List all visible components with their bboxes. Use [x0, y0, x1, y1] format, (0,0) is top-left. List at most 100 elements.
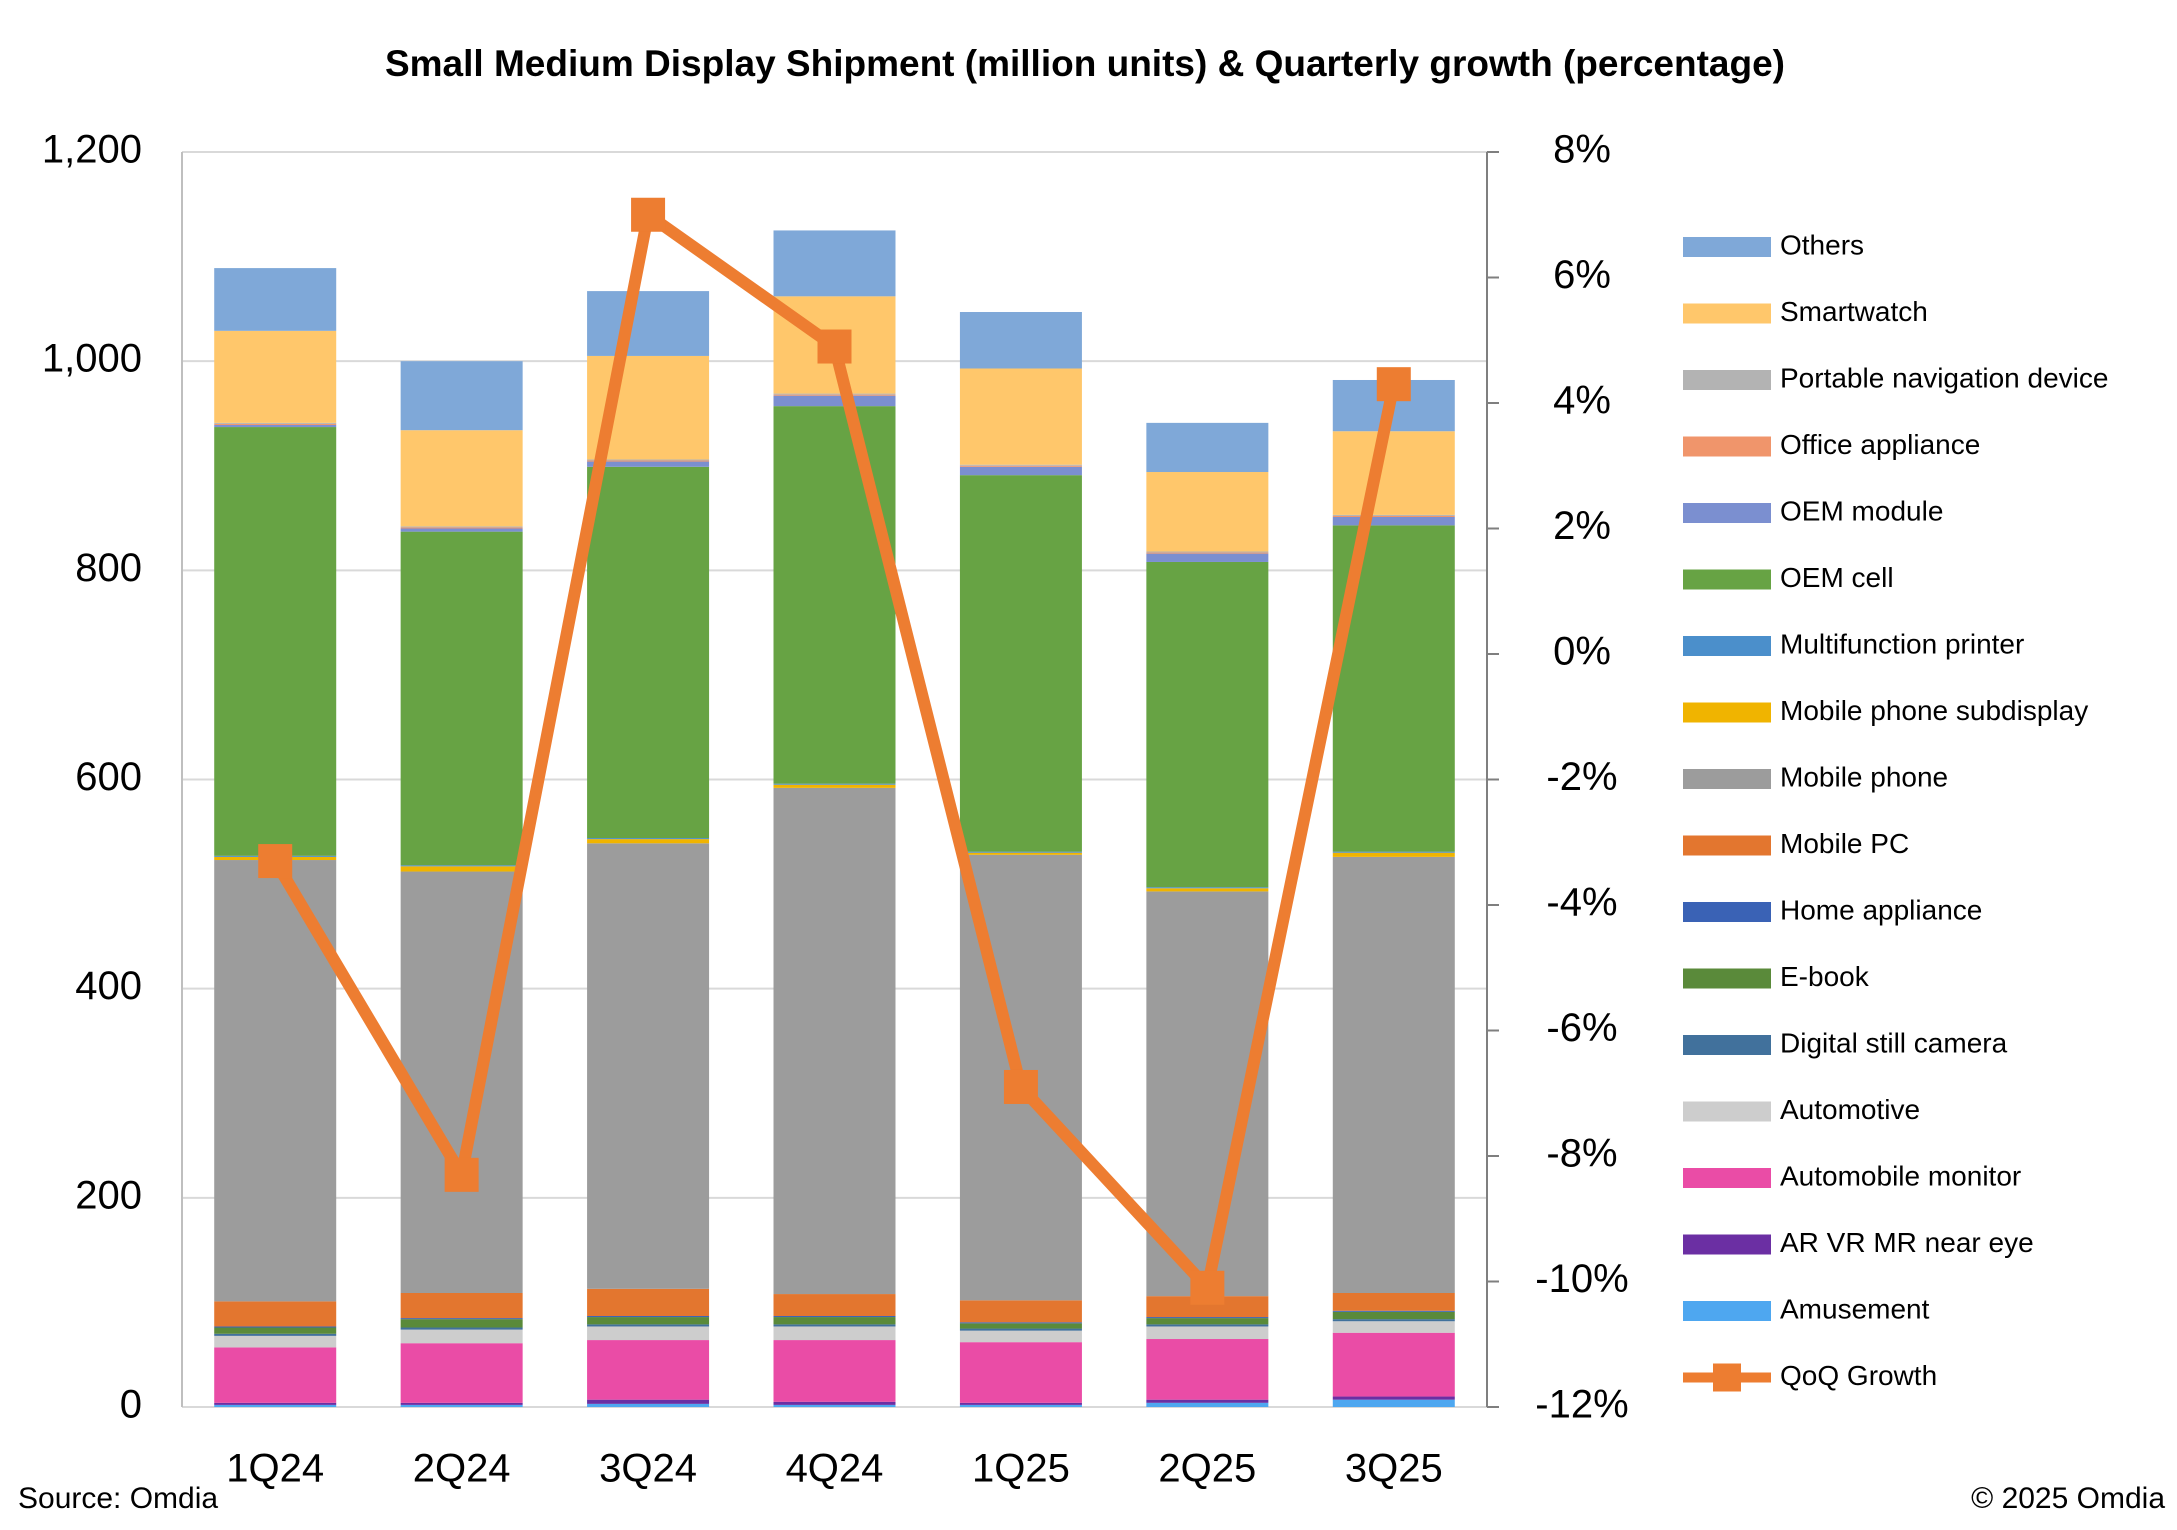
- bar-segment: [1332, 1319, 1455, 1322]
- legend-label: Amusement: [1780, 1293, 1930, 1324]
- y-tick-label: 200: [75, 1173, 142, 1217]
- x-tick-label: 3Q25: [1345, 1447, 1443, 1491]
- bar-segment: [773, 1326, 896, 1341]
- y2-tick-label: 0%: [1553, 630, 1611, 674]
- bar-segment: [773, 1317, 896, 1325]
- legend-label: Automotive: [1780, 1094, 1920, 1125]
- x-tick-label: 2Q24: [413, 1447, 511, 1491]
- y-tick-label: 400: [75, 964, 142, 1008]
- bar-segment: [1146, 552, 1269, 554]
- x-tick-label: 1Q25: [972, 1447, 1070, 1491]
- source: Source: Omdia: [18, 1482, 218, 1515]
- bar-segment: [400, 531, 523, 866]
- chart-title: Small Medium Display Shipment (million u…: [385, 43, 1785, 84]
- legend-label: QoQ Growth: [1780, 1360, 1937, 1391]
- bar-segment: [1332, 514, 1455, 516]
- bar-segment: [400, 1402, 523, 1405]
- legend-swatch: [1683, 1168, 1771, 1188]
- bar-segment: [773, 393, 896, 395]
- bar-segment: [400, 430, 523, 527]
- bar-segment: [587, 466, 710, 839]
- bar-segment: [959, 1342, 1082, 1403]
- legend-label: OEM module: [1780, 495, 1943, 526]
- bar-segment: [214, 1301, 337, 1327]
- legend-label: E-book: [1780, 961, 1870, 992]
- bar-segment: [587, 1399, 710, 1404]
- bar-segment: [587, 291, 710, 356]
- x-tick-label: 1Q24: [226, 1447, 324, 1491]
- legend-label: Smartwatch: [1780, 296, 1928, 327]
- bar-segment: [1332, 1293, 1455, 1311]
- bar-segment: [587, 1403, 710, 1407]
- legend-label: AR VR MR near eye: [1780, 1227, 2034, 1258]
- bar-segment: [587, 838, 710, 840]
- y2-tick-label: 8%: [1553, 128, 1611, 172]
- bar-segment: [773, 783, 896, 785]
- bar-segment: [400, 1293, 523, 1319]
- bar-segment: [214, 1347, 337, 1403]
- bar-segment: [773, 1324, 896, 1327]
- bar-segment: [587, 1288, 710, 1317]
- bar-segment: [959, 475, 1082, 852]
- bar-segment: [214, 427, 337, 856]
- legend-swatch: [1683, 503, 1771, 523]
- bar-segment: [587, 1340, 710, 1400]
- line-marker: [1376, 367, 1411, 402]
- y-tick-label: 0: [120, 1383, 142, 1427]
- line-marker: [258, 844, 293, 879]
- legend-label: Home appliance: [1780, 894, 1982, 925]
- bar-segment: [400, 865, 523, 867]
- bar-segment: [1332, 851, 1455, 853]
- bar-segment: [773, 1404, 896, 1407]
- bar-segment: [773, 1401, 896, 1405]
- bar-segment: [400, 1343, 523, 1403]
- bar-segment: [773, 784, 896, 788]
- legend-swatch: [1683, 902, 1771, 922]
- legend-swatch: [1683, 1234, 1771, 1255]
- legend-label: Mobile PC: [1780, 828, 1909, 859]
- legend-swatch: [1683, 303, 1771, 324]
- y2-tick-label: -2%: [1546, 755, 1617, 799]
- y-tick-label: 600: [75, 755, 142, 799]
- y2-tick-label: -6%: [1546, 1006, 1617, 1050]
- legend-swatch: [1683, 636, 1771, 656]
- legend-label: Office appliance: [1780, 429, 1980, 460]
- y2-tick-label: -10%: [1535, 1257, 1628, 1301]
- legend-label: Mobile phone subdisplay: [1780, 695, 2088, 726]
- bar-segment: [587, 843, 710, 1289]
- bar-segment: [400, 527, 523, 529]
- legend-label: Portable navigation device: [1780, 362, 2108, 393]
- legend-label: Digital still camera: [1780, 1027, 2008, 1058]
- legend-swatch: [1683, 436, 1771, 457]
- legend-label: Mobile phone: [1780, 761, 1948, 792]
- bar-segment: [587, 1317, 710, 1325]
- y2-tick-label: 4%: [1553, 379, 1611, 423]
- legend-swatch: [1683, 569, 1771, 590]
- bar-segment: [587, 460, 710, 462]
- y2-tick-label: 2%: [1553, 504, 1611, 548]
- legend-swatch: [1683, 1301, 1771, 1321]
- y-tick-label: 1,200: [42, 128, 142, 172]
- bar-segment: [1332, 516, 1455, 526]
- legend-swatch: [1683, 769, 1771, 789]
- bar-segment: [1332, 1311, 1455, 1320]
- x-tick-label: 2Q25: [1158, 1447, 1256, 1491]
- legend-swatch: [1683, 370, 1771, 390]
- bar-segment: [214, 268, 337, 331]
- line-marker: [631, 197, 666, 232]
- y2-tick-label: -4%: [1546, 881, 1617, 925]
- legend-swatch: [1683, 237, 1771, 257]
- bar-segment: [773, 787, 896, 1295]
- bar-segment: [959, 466, 1082, 476]
- bar-segment: [773, 406, 896, 784]
- bar-segment: [1146, 551, 1269, 553]
- bar-segment: [1332, 852, 1455, 857]
- bar-segment: [1332, 1399, 1455, 1407]
- legend-label: Multifunction printer: [1780, 628, 2024, 659]
- bar-segment: [587, 459, 710, 461]
- bar-segment: [400, 1404, 523, 1407]
- legend-label: Others: [1780, 229, 1864, 260]
- bar-segment: [959, 1402, 1082, 1405]
